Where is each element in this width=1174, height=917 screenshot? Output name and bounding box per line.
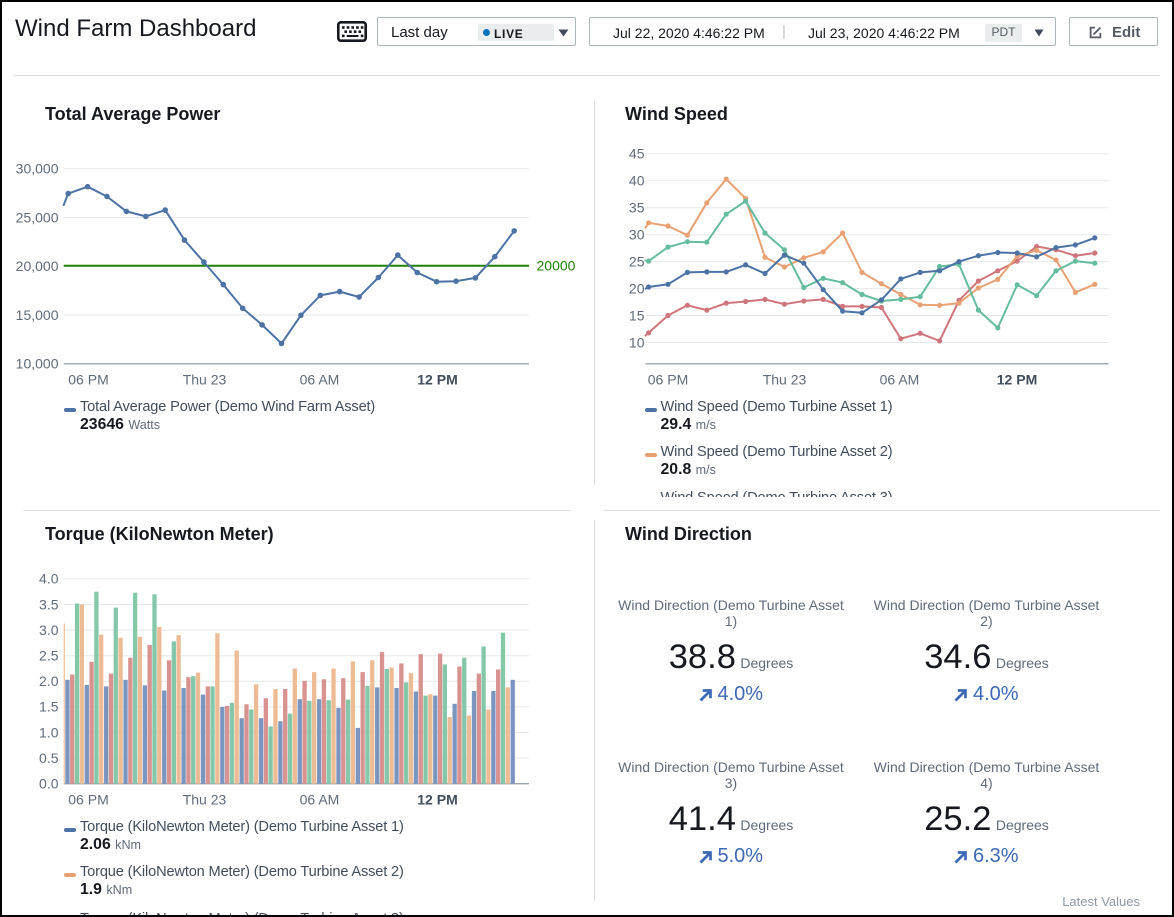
- svg-text:10,000: 10,000: [16, 356, 59, 372]
- svg-text:0.5: 0.5: [39, 750, 59, 766]
- svg-text:4.0: 4.0: [39, 571, 59, 587]
- svg-text:Thu 23: Thu 23: [183, 372, 227, 388]
- svg-text:Thu 23: Thu 23: [763, 372, 807, 388]
- svg-text:06 AM: 06 AM: [300, 372, 340, 388]
- svg-text:12 PM: 12 PM: [997, 372, 1037, 388]
- svg-text:30: 30: [629, 227, 645, 243]
- svg-text:2.0: 2.0: [39, 673, 59, 689]
- svg-text:06 PM: 06 PM: [648, 372, 688, 388]
- svg-text:3.0: 3.0: [39, 622, 59, 638]
- svg-text:40: 40: [629, 173, 645, 189]
- svg-text:12 PM: 12 PM: [417, 372, 457, 388]
- svg-text:06 AM: 06 AM: [880, 372, 920, 388]
- svg-text:1.0: 1.0: [39, 724, 59, 740]
- svg-text:10: 10: [629, 334, 645, 350]
- svg-text:25,000: 25,000: [16, 209, 59, 225]
- svg-text:06 PM: 06 PM: [68, 792, 108, 808]
- svg-text:3.5: 3.5: [39, 596, 59, 612]
- svg-text:Thu 23: Thu 23: [183, 792, 227, 808]
- svg-text:20000: 20000: [537, 257, 576, 273]
- svg-text:15: 15: [629, 307, 645, 323]
- svg-text:0.0: 0.0: [39, 776, 59, 792]
- svg-text:20,000: 20,000: [16, 258, 59, 274]
- svg-text:2.5: 2.5: [39, 648, 59, 664]
- svg-text:25: 25: [629, 253, 645, 269]
- svg-text:30,000: 30,000: [16, 161, 59, 177]
- svg-text:45: 45: [629, 146, 645, 162]
- svg-text:1.5: 1.5: [39, 699, 59, 715]
- svg-text:15,000: 15,000: [16, 307, 59, 323]
- svg-text:35: 35: [629, 200, 645, 216]
- svg-text:12 PM: 12 PM: [417, 792, 457, 808]
- svg-text:06 PM: 06 PM: [68, 372, 108, 388]
- svg-text:20: 20: [629, 280, 645, 296]
- svg-text:06 AM: 06 AM: [300, 792, 340, 808]
